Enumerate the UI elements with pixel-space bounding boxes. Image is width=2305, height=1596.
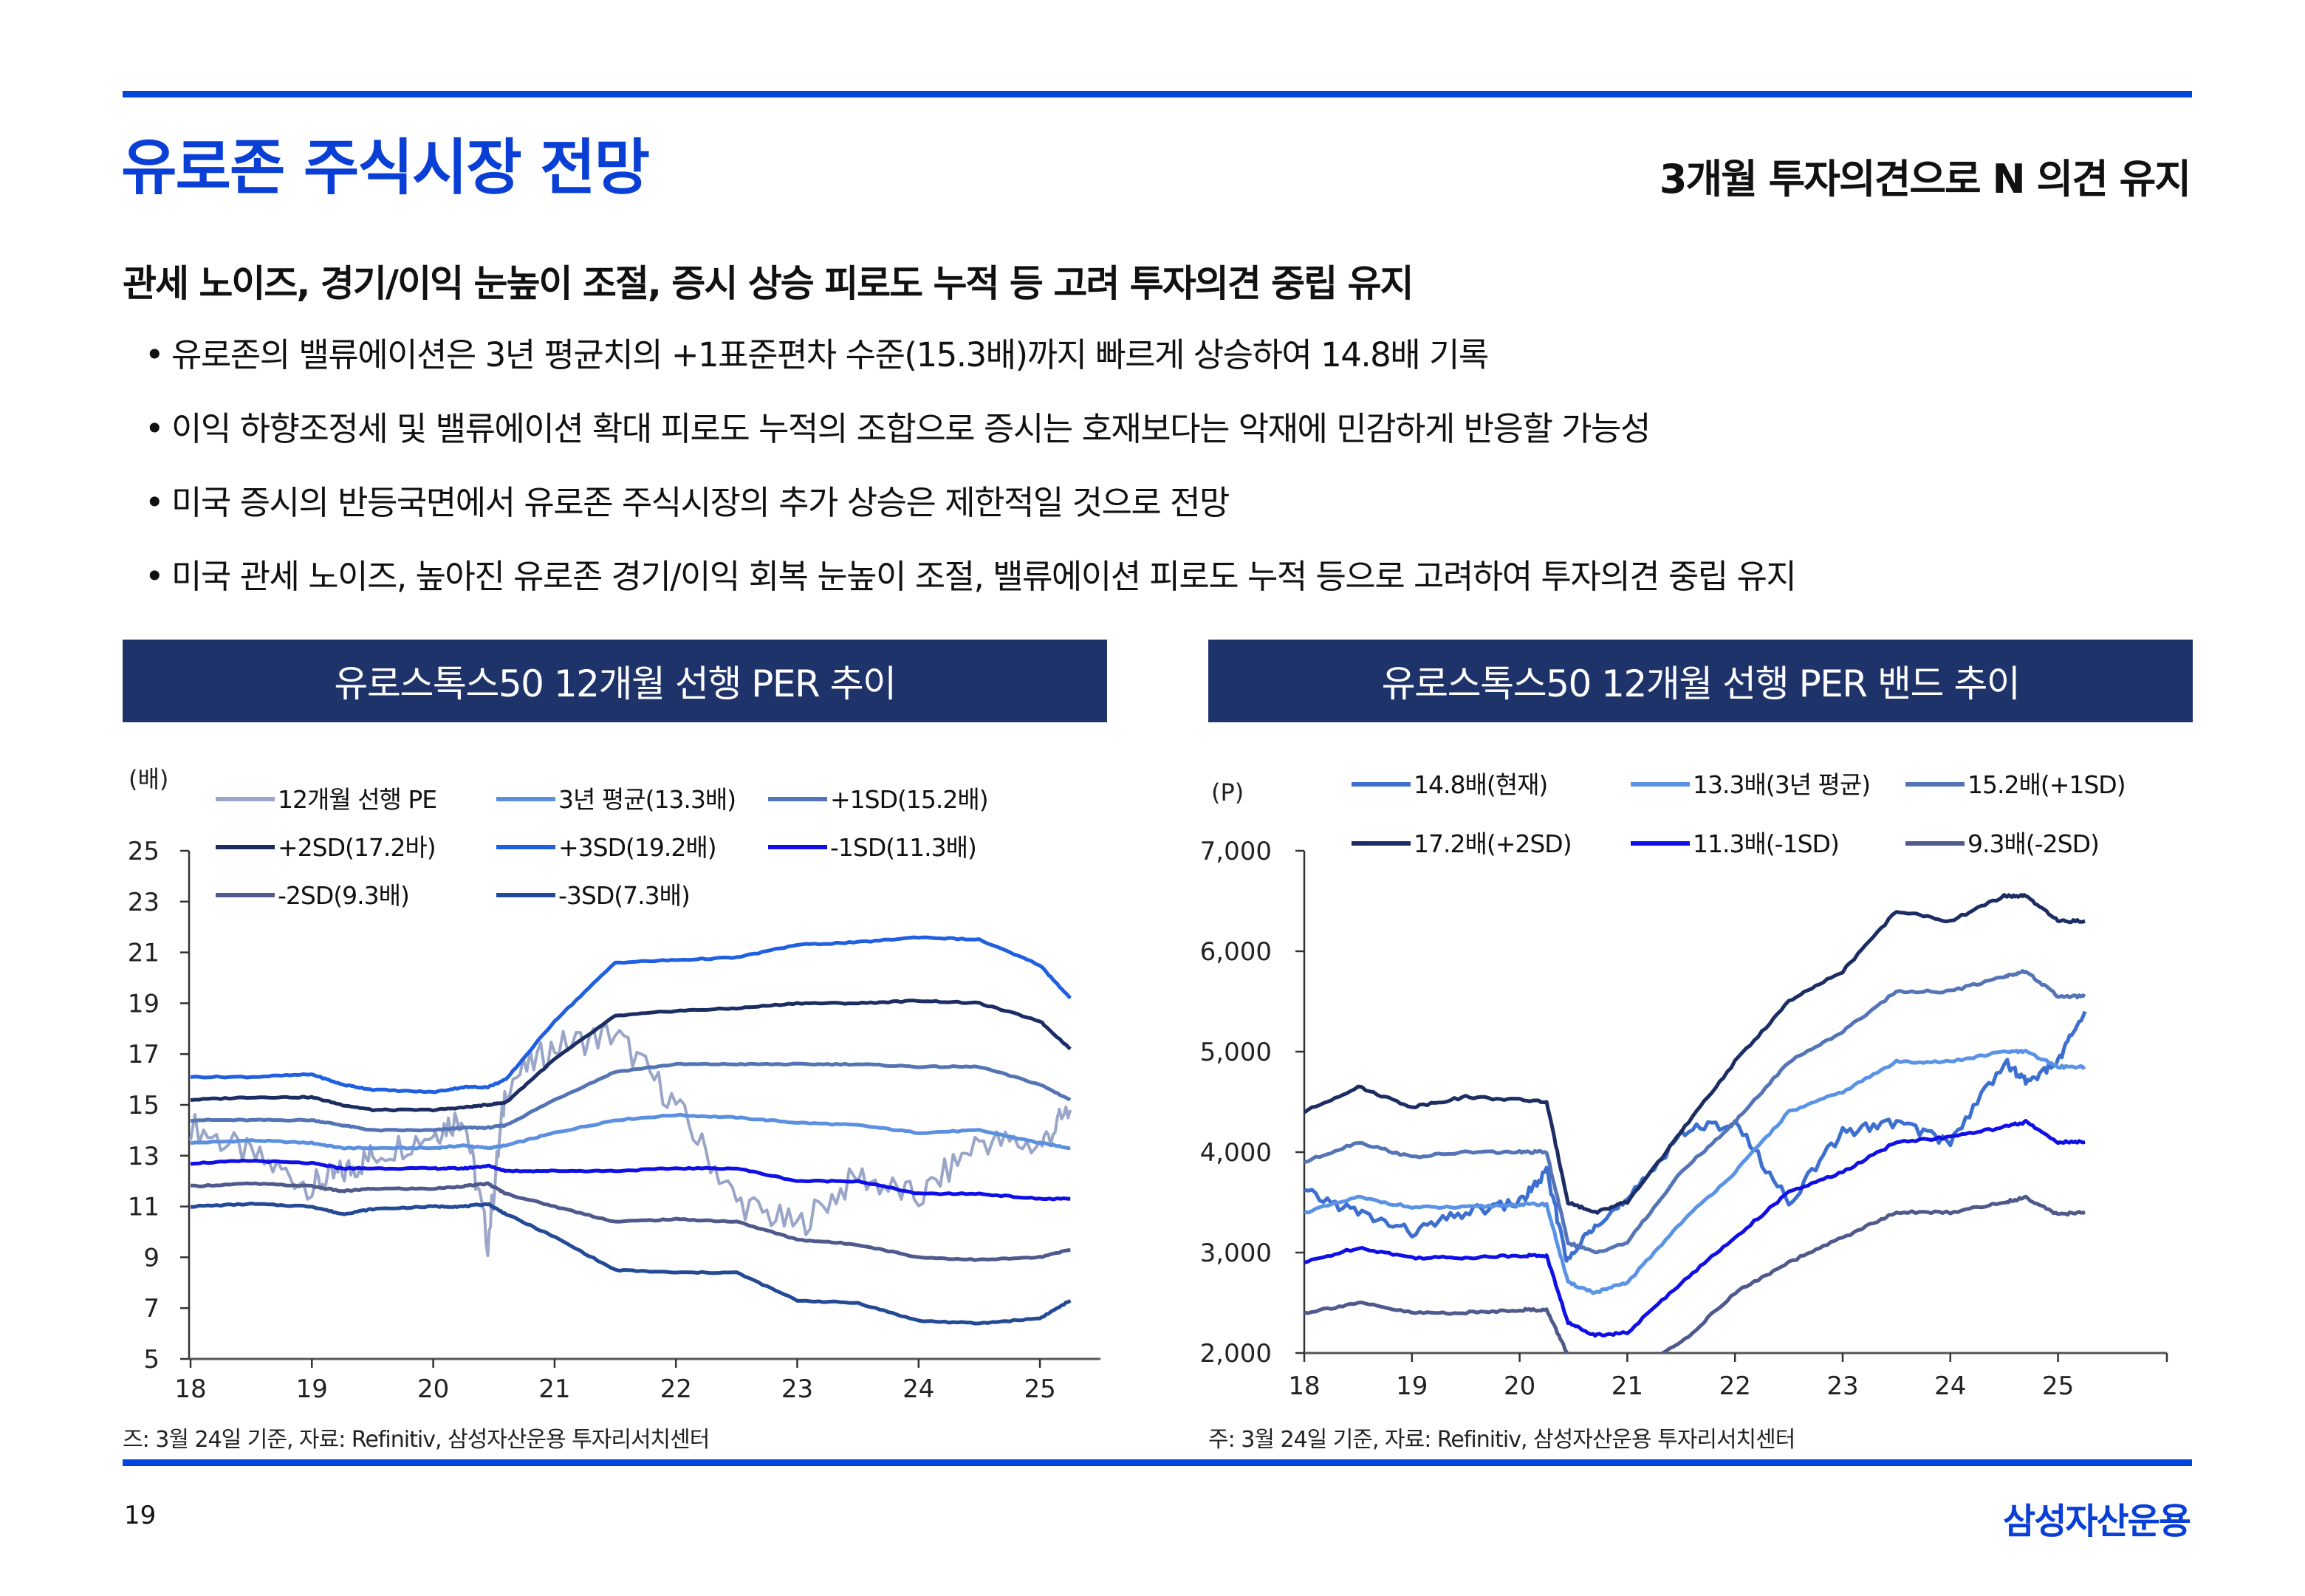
legend-label: 17.2배(+2SD)	[1414, 829, 1572, 858]
y-tick-label: 13	[128, 1142, 160, 1171]
y-tick-label: 6,000	[1200, 937, 1272, 967]
legend-label: +2SD(17.2바)	[278, 833, 436, 862]
x-tick-label: 24	[1934, 1371, 1966, 1401]
series-lines	[1304, 895, 2085, 1383]
series-line-6	[191, 1160, 1070, 1199]
legend-label: 3년 평균(13.3배)	[558, 785, 736, 814]
y-unit-label: (배)	[129, 765, 168, 793]
y-tick-label: 11	[128, 1193, 160, 1222]
x-tick-label: 18	[174, 1374, 206, 1404]
series-line-2	[191, 1114, 1070, 1148]
right-chart-note: 주: 3월 24일 기준, 자료: Refinitiv, 삼성자산운용 투자리서…	[1208, 1421, 1795, 1453]
x-tick-label: 24	[903, 1374, 934, 1404]
series-line-1	[1304, 1012, 2085, 1261]
x-tick-label: 23	[781, 1374, 813, 1404]
y-tick-label: 5	[143, 1345, 160, 1374]
y-tick-label: 21	[128, 939, 160, 968]
left-per-chart: (배) 25 23 21 19 17 15 13 11 9 7 5 18 19 20 21 22 23 24 25 12…	[128, 765, 1100, 1404]
y-tick-label: 7	[143, 1294, 160, 1323]
x-tick-label: 19	[296, 1374, 328, 1404]
legend-label: -3SD(7.3배)	[558, 881, 690, 910]
y-tick-label: 3,000	[1200, 1239, 1272, 1268]
x-tick-label: 22	[660, 1374, 692, 1404]
page-number: 19	[124, 1501, 156, 1530]
series-lines	[191, 937, 1070, 1323]
x-tick-label: 20	[417, 1374, 449, 1404]
x-tick-label: 25	[2042, 1371, 2074, 1401]
y-tick-label: 19	[128, 989, 160, 1018]
legend-label: 12개월 선행 PE	[278, 785, 436, 814]
y-tick-label: 5,000	[1200, 1038, 1272, 1067]
legend-label: 11.3배(-1SD)	[1693, 829, 1839, 858]
x-tick-label: 23	[1826, 1371, 1858, 1401]
y-tick-label: 2,000	[1200, 1339, 1272, 1369]
y-unit-label: (P)	[1211, 778, 1244, 806]
right-per-band-chart: (P) 7,000 6,000 5,000 4,000 3,000 2,000 18 19 20 2…	[1200, 770, 2167, 1401]
y-tick-label: 9	[143, 1243, 160, 1273]
x-tick-label: 19	[1396, 1371, 1428, 1401]
series-line-4	[1304, 895, 2085, 1213]
legend-label: -2SD(9.3배)	[278, 881, 409, 910]
legend-label: +3SD(19.2배)	[558, 833, 716, 862]
legend-label: 13.3배(3년 평균)	[1693, 770, 1870, 799]
x-tick-label: 21	[538, 1374, 570, 1404]
brand-logo-text: 삼성자산운용	[2003, 1492, 2190, 1544]
x-tick-label: 22	[1719, 1371, 1751, 1401]
y-tick-label: 23	[128, 888, 160, 917]
x-tick-label: 18	[1288, 1371, 1320, 1401]
y-tick-label: 7,000	[1200, 837, 1272, 866]
legend-label: 15.2배(+1SD)	[1967, 770, 2126, 799]
bottom-rule	[123, 1459, 2192, 1466]
legend-label: +1SD(15.2배)	[830, 785, 988, 814]
y-tick-label: 15	[128, 1091, 160, 1120]
legend-label: -1SD(11.3배)	[830, 833, 976, 862]
x-tick-label: 21	[1612, 1371, 1643, 1401]
legend-label: 14.8배(현재)	[1414, 770, 1547, 799]
left-chart-note: 즈: 3월 24일 기준, 자료: Refinitiv, 삼성자산운용 투자리서…	[123, 1421, 709, 1453]
y-tick-label: 4,000	[1200, 1138, 1272, 1168]
x-tick-label: 25	[1024, 1374, 1055, 1404]
y-tick-label: 17	[128, 1040, 160, 1069]
legend-label: 9.3배(-2SD)	[1967, 829, 2099, 858]
x-tick-label: 20	[1504, 1371, 1535, 1401]
y-tick-label: 25	[128, 837, 160, 866]
